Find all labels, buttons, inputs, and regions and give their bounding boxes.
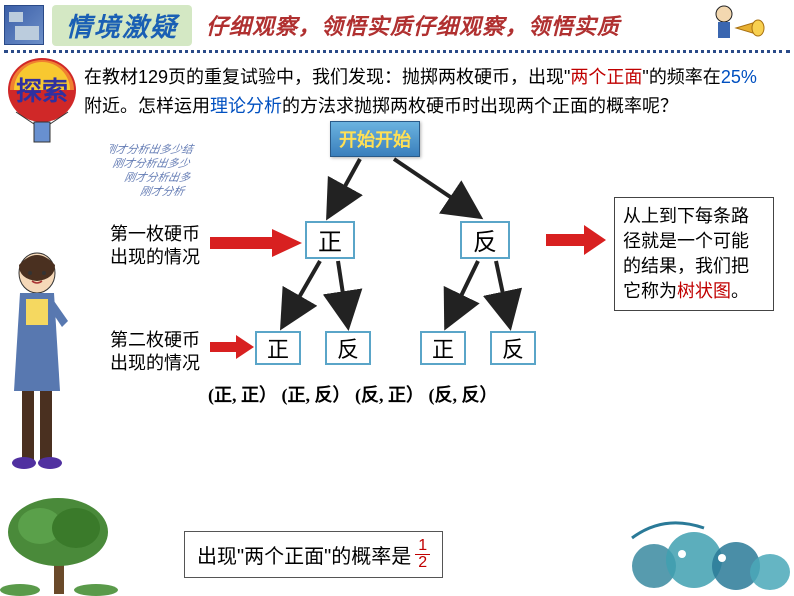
q-prefix: 在教材129页的重复试验中，我们发现：抛掷两枚硬币，出现 [84,67,564,87]
tree-decor-icon [0,486,120,596]
outcome-1: (正, 正） [208,385,277,405]
explanation-box: 从上到下每条路径就是一个可能的结果，我们把它称为树状图。 [614,197,774,312]
dotted-divider [4,50,790,53]
question-paragraph: 在教材129页的重复试验中，我们发现：抛掷两枚硬币，出现"两个正面"的频率在25… [84,63,774,121]
node-l2-4: 反 [490,331,536,365]
q-highlight-red: 两个正面 [570,67,642,87]
label-coin2-a: 第二枚硬币 [110,330,200,350]
result-text: 出现"两个正面"的概率是 [197,540,411,569]
outcome-3: (反, 正） [355,385,424,405]
label-coin2: 第二枚硬币 出现的情况 [110,329,200,376]
tree-start-node: 开始开始 [330,121,420,157]
svg-text:刚才分析出多少: 刚才分析出多少 [111,156,194,169]
label-coin2-b: 出现的情况 [110,353,200,373]
svg-text:刚才分析出多少结: 刚才分析出多少结 [110,142,197,155]
node-l2-1: 正 [255,331,301,365]
q-tail: 的方法求抛掷两枚硬币时出现两个正面的概率呢？ [282,96,678,116]
exp-period: 。 [731,281,749,301]
label-coin1-b: 出现的情况 [110,247,200,267]
trumpet-icon [706,2,776,52]
red-arrow-3 [546,225,606,255]
header: 情境激疑 仔细观察，领悟实质仔细观察，领悟实质 [0,0,794,50]
tree-diagram: 刚才分析出多少结 刚才分析出多少 刚才分析出多 刚才分析 开始开始 正 反 正 … [0,121,794,451]
node-l1-right: 反 [460,221,510,259]
q-highlight-theory: 理论分析 [210,96,282,116]
svg-text:刚才分析: 刚才分析 [138,184,188,197]
outcomes-row: (正, 正） (正, 反） (反, 正） (反, 反） [208,381,498,407]
header-bar-icon [4,5,44,45]
red-arrow-1 [210,229,302,257]
q-mid2: 附近。怎样运用 [84,96,210,116]
label-coin1: 第一枚硬币 出现的情况 [110,223,200,270]
result-box: 出现"两个正面"的概率是 1 2 [184,531,443,578]
fraction-num: 1 [415,538,430,555]
outcome-2: (正, 反） [282,385,351,405]
node-l1-left: 正 [305,221,355,259]
fraction-den: 2 [418,555,427,571]
teacher-icon [2,251,72,471]
corner-decor-icon [624,506,794,596]
red-arrow-2 [210,335,254,359]
svg-text:刚才分析出多: 刚才分析出多 [122,170,194,183]
exp-highlight: 树状图 [677,281,731,301]
node-l2-3: 正 [420,331,466,365]
q-highlight-pct: 25% [721,67,757,87]
svg-text:探索: 探索 [16,77,68,106]
outcome-4: (反, 反） [429,385,498,405]
label-coin1-a: 第一枚硬币 [110,224,200,244]
warped-text-icon: 刚才分析出多少结 刚才分析出多少 刚才分析出多 刚才分析 [110,131,270,201]
title-badge: 情境激疑 [52,5,192,46]
slogan-text: 仔细观察，领悟实质仔细观察，领悟实质 [206,9,620,41]
fraction: 1 2 [415,538,430,571]
q-mid1: 的频率在 [649,67,721,87]
node-l2-2: 反 [325,331,371,365]
